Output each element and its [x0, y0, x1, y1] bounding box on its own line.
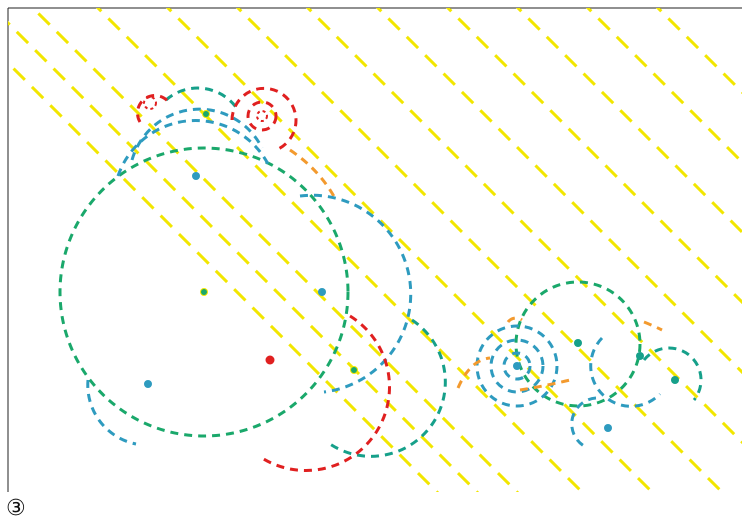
curves: [58, 86, 703, 473]
figure-label: ③: [6, 496, 26, 521]
teal-arc: [642, 346, 703, 401]
large-green-circle: [58, 146, 350, 438]
yellow-stripe: [515, 8, 742, 235]
yellow-stripe: [375, 8, 742, 375]
orange-arc: [289, 148, 338, 201]
blue-circle: [475, 324, 559, 408]
yellow-stripe: [165, 8, 655, 492]
red-arc: [230, 86, 298, 152]
yellow-stripe: [585, 8, 742, 165]
blue-arc: [570, 396, 597, 448]
yellow-stripe: [235, 8, 725, 492]
yellow-stripe: [8, 20, 480, 492]
point-green: [351, 367, 357, 373]
red-small-circle: [143, 96, 157, 110]
blue-circle: [502, 351, 532, 381]
point-green: [201, 289, 207, 295]
point-teal: [671, 376, 679, 384]
red-arc: [261, 314, 391, 473]
point-blue: [192, 172, 200, 180]
green-circle: [514, 280, 642, 408]
point-teal: [574, 339, 582, 347]
yellow-stripe: [8, 60, 440, 492]
red-small-circle: [256, 110, 268, 122]
orange-arc: [506, 316, 523, 324]
point-blue: [513, 362, 521, 370]
point-red: [265, 355, 275, 365]
teal-arc: [165, 86, 240, 111]
point-blue: [318, 288, 326, 296]
yellow-stripes: [8, 8, 742, 492]
teal-arc: [329, 318, 447, 458]
yellow-stripe: [30, 8, 520, 492]
orange-arc: [456, 356, 491, 389]
yellow-stripe: [445, 8, 742, 305]
points: [144, 110, 679, 432]
red-arc: [136, 94, 172, 123]
point-green: [203, 111, 209, 117]
red-circle: [246, 100, 278, 132]
blue-arc: [299, 193, 413, 394]
orange-arc: [519, 378, 571, 392]
yellow-stripe: [305, 8, 742, 445]
blue-arc: [589, 336, 662, 408]
blue-circle: [489, 338, 545, 394]
point-blue: [604, 424, 612, 432]
blue-arc: [86, 379, 137, 446]
orange-arc: [643, 320, 663, 332]
point-blue: [144, 380, 152, 388]
yellow-stripe: [95, 8, 585, 492]
point-teal: [636, 352, 644, 360]
blue-arc: [130, 107, 264, 161]
yellow-stripe: [655, 8, 742, 95]
